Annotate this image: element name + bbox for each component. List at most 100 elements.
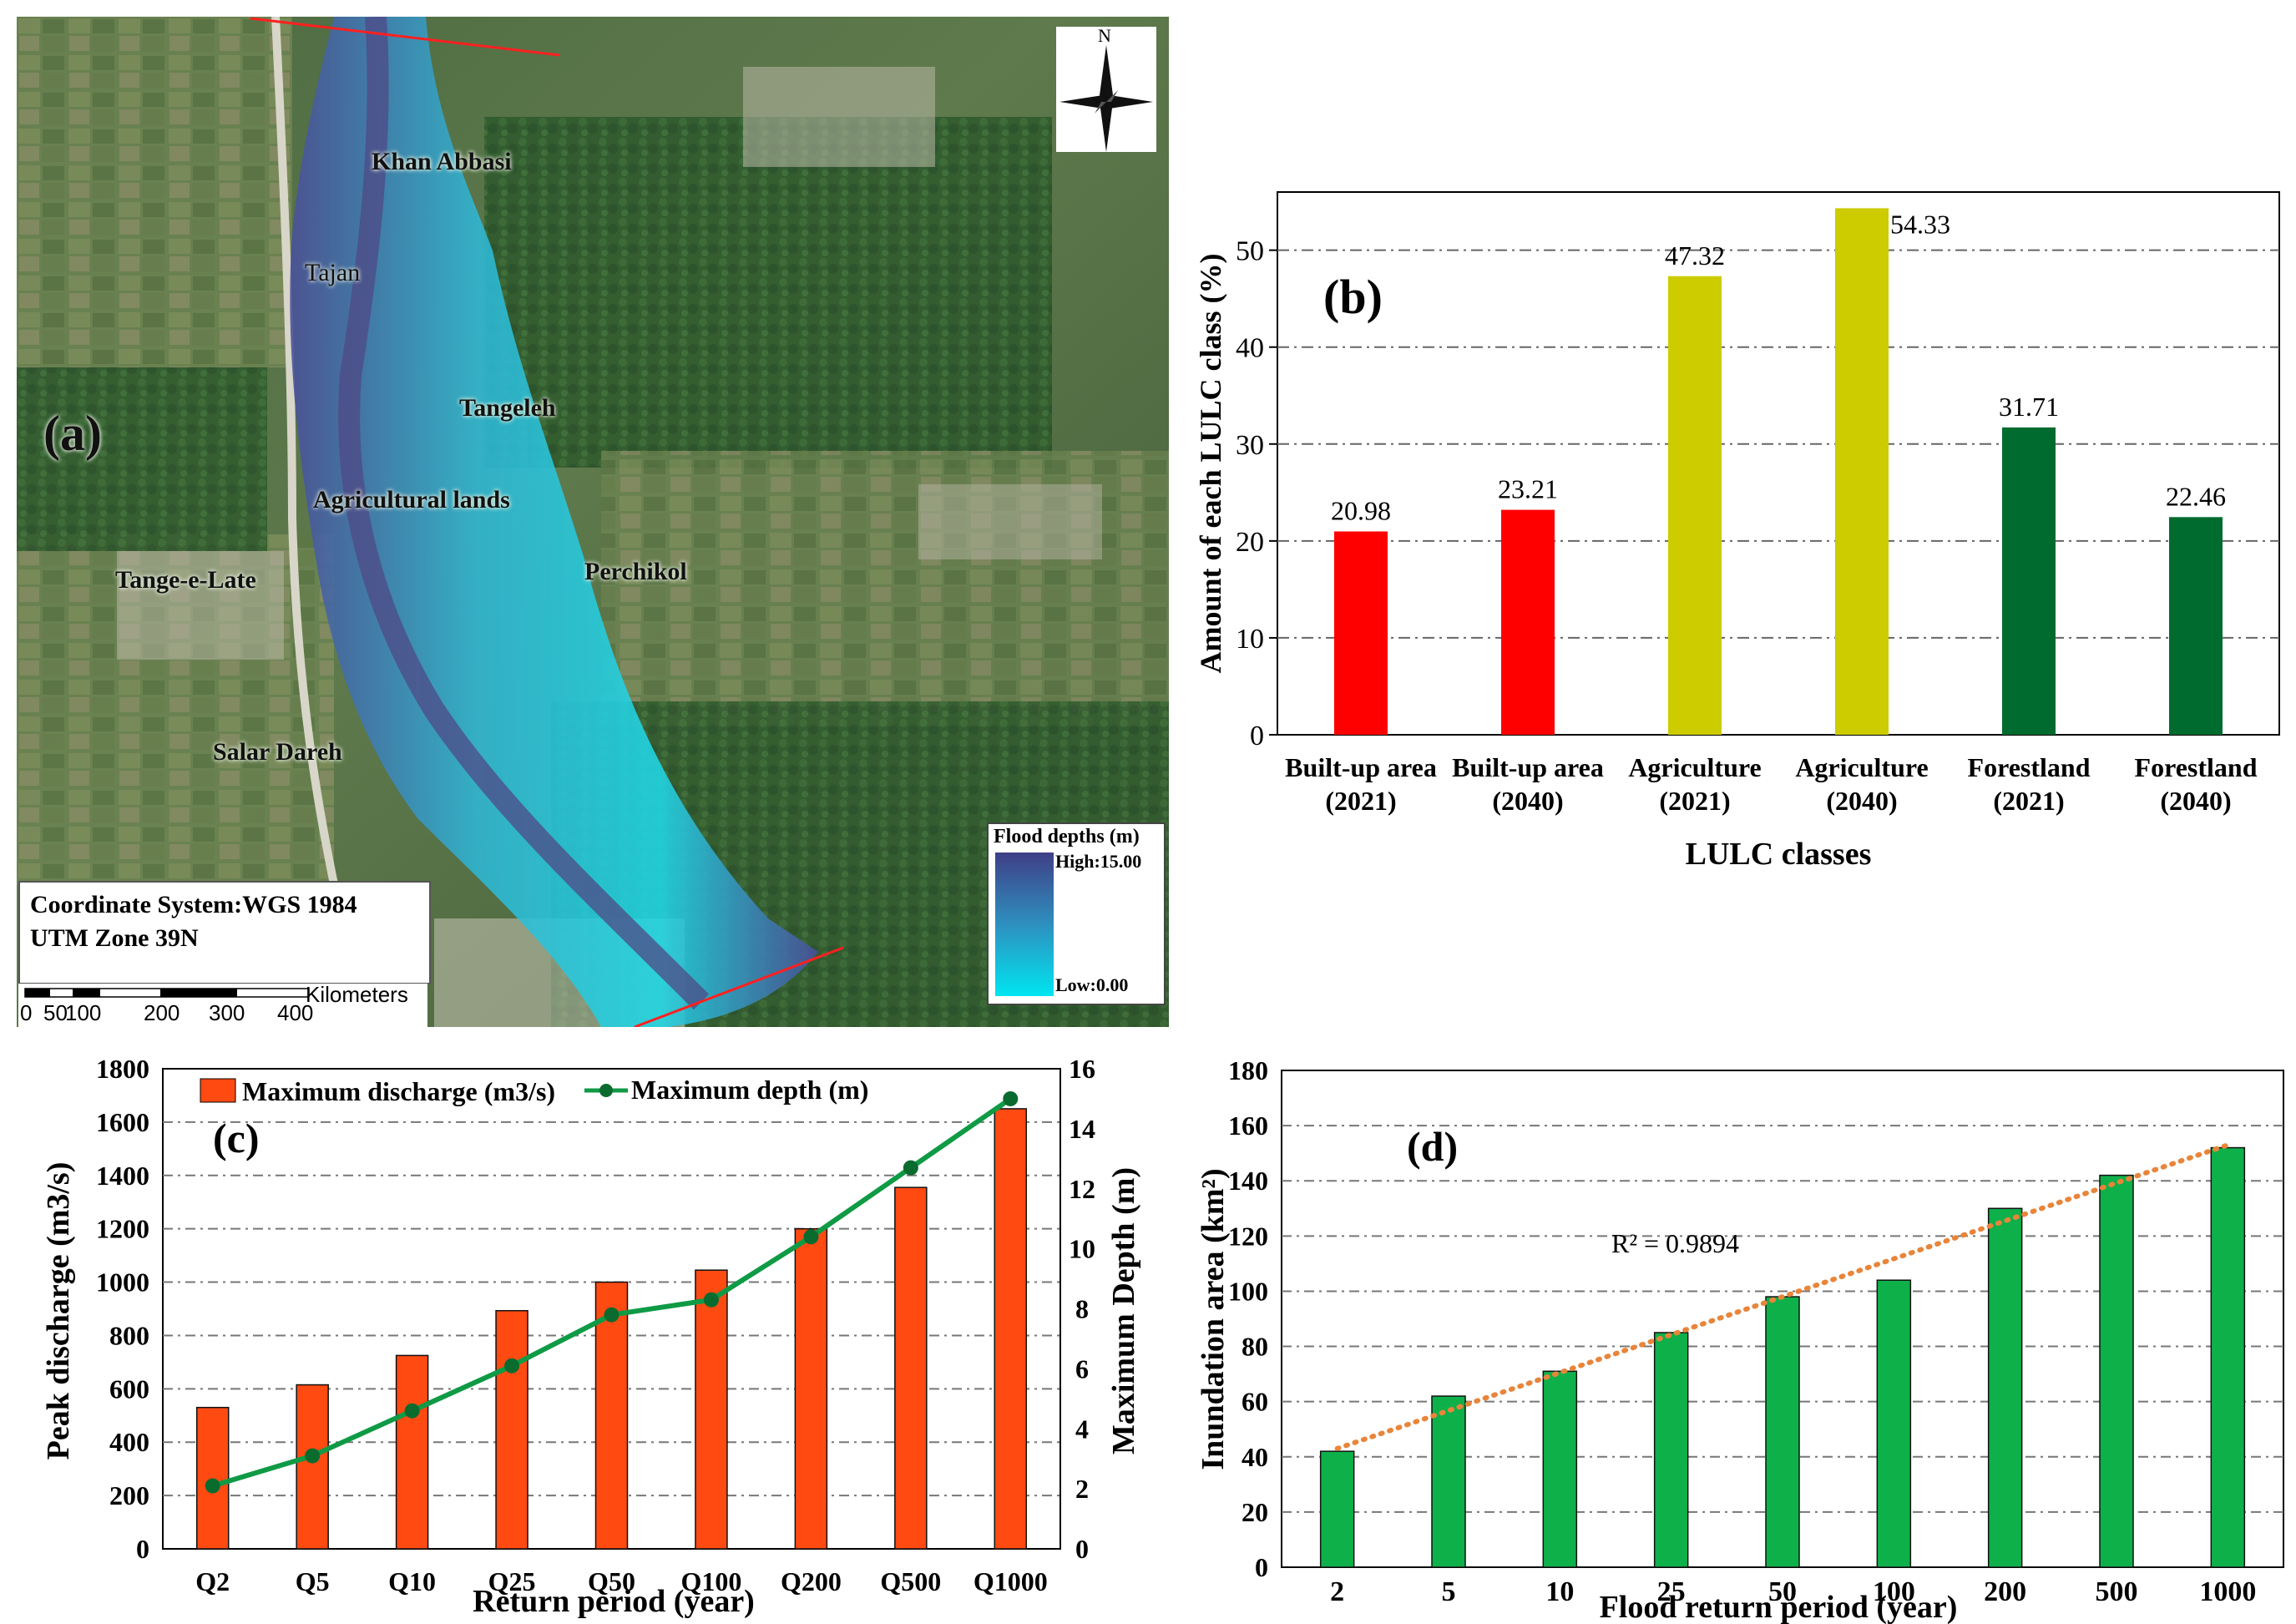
y-tick-label: 0 bbox=[1250, 721, 1264, 751]
chart-c: 0 200 400 600 800 1000 1200 1400 1600 1800 0 2 4 6 8 10… bbox=[41, 1054, 1141, 1619]
y-tick-label-left: 1800 bbox=[96, 1054, 149, 1084]
y-tick-label-left: 400 bbox=[109, 1427, 149, 1457]
chart-d-xlabel: Flood return period (year) bbox=[1600, 1590, 1958, 1624]
chart-b: 20.98 23.21 47.32 54.33 31.71 22.46 0 10 20 30 40… bbox=[1194, 191, 2280, 872]
chart-d-panel-label: (d) bbox=[1407, 1123, 1458, 1170]
y-tick-label: 140 bbox=[1228, 1166, 1268, 1196]
data-label: 23.21 bbox=[1498, 474, 1558, 504]
y-tick-label: 60 bbox=[1242, 1387, 1268, 1417]
x-tick-label: 100 bbox=[1873, 1576, 1915, 1607]
bar bbox=[1501, 509, 1555, 735]
y-tick-label-left: 200 bbox=[109, 1480, 149, 1510]
data-label: 20.98 bbox=[1331, 495, 1391, 525]
y-tick-label: 40 bbox=[1242, 1442, 1268, 1472]
scale-unit: Kilometers bbox=[306, 982, 408, 1007]
x-tick-label: (2040) bbox=[1492, 786, 1563, 816]
north-label: N bbox=[1098, 25, 1111, 46]
data-label: 54.33 bbox=[1890, 209, 1950, 239]
y-tick-label-left: 1600 bbox=[96, 1107, 149, 1137]
x-tick-label: Q2 bbox=[195, 1566, 230, 1596]
legend-title: Flood depths (m) bbox=[994, 826, 1140, 847]
discharge-bar bbox=[994, 1108, 1028, 1550]
y-tick-label: 20 bbox=[1236, 527, 1264, 558]
bar bbox=[1334, 531, 1388, 735]
x-tick-label: (2021) bbox=[1993, 786, 2064, 816]
y-tick-label: 0 bbox=[1255, 1552, 1268, 1582]
inundation-bar bbox=[2099, 1174, 2134, 1568]
field-patch bbox=[17, 17, 292, 367]
x-tick-label: Agriculture bbox=[1795, 752, 1928, 782]
x-tick-label: Forestland bbox=[1968, 752, 2091, 782]
utm-zone-text: UTM Zone 39N bbox=[30, 924, 199, 952]
x-tick-label: Q10 bbox=[388, 1566, 436, 1596]
main-road bbox=[271, 17, 372, 1027]
x-tick-label: 200 bbox=[1984, 1576, 2026, 1607]
discharge-bar bbox=[695, 1269, 728, 1550]
forest-patch bbox=[484, 117, 1052, 468]
x-tick-label: (2040) bbox=[1826, 786, 1897, 816]
map-panel: (a) Khan Abbasi Tajan Tangeleh Agricultu… bbox=[17, 17, 1169, 1027]
coordinate-system-text: Coordinate System:WGS 1984 bbox=[30, 891, 357, 918]
depth-point bbox=[703, 1292, 719, 1308]
chart-c-ylabel-left: Peak discharge (m3/s) bbox=[41, 1162, 76, 1460]
bar bbox=[2169, 517, 2223, 735]
inundation-bar bbox=[2210, 1146, 2246, 1568]
depth-point bbox=[903, 1160, 918, 1176]
y-tick-label: 50 bbox=[1236, 236, 1264, 267]
chart-d-ylabel: Inundation area (km²) bbox=[1196, 1168, 1231, 1470]
x-tick-label: 2 bbox=[1330, 1576, 1344, 1607]
bar bbox=[1668, 276, 1722, 735]
chart-c-panel-label: (c) bbox=[213, 1115, 260, 1161]
legend-depth: Maximum depth (m) bbox=[631, 1075, 868, 1105]
x-tick-label: Q500 bbox=[880, 1566, 941, 1596]
panel-a-label: (a) bbox=[43, 406, 102, 461]
scale-tick: 200 bbox=[144, 1000, 180, 1025]
inundation-bar bbox=[1876, 1279, 1912, 1568]
y-tick-label-right: 16 bbox=[1069, 1054, 1095, 1084]
north-arrow: N bbox=[1056, 25, 1156, 152]
scale-tick: 400 bbox=[277, 1000, 314, 1025]
chart-c-xlabel: Return period (year) bbox=[473, 1584, 755, 1619]
y-tick-label: 20 bbox=[1242, 1497, 1268, 1527]
x-tick-label: (2040) bbox=[2160, 786, 2231, 816]
x-tick-label: Built-up area bbox=[1452, 752, 1604, 782]
discharge-bar bbox=[495, 1309, 528, 1550]
r2-annotation: R² = 0.9894 bbox=[1611, 1228, 1739, 1258]
place-label-khan-abbasi: Khan Abbasi bbox=[372, 148, 512, 175]
y-tick-label-right: 2 bbox=[1075, 1474, 1089, 1504]
y-tick-label: 180 bbox=[1228, 1055, 1268, 1085]
y-tick-label-right: 14 bbox=[1069, 1114, 1095, 1144]
depth-point bbox=[803, 1229, 819, 1245]
depth-point bbox=[404, 1403, 420, 1419]
y-tick-label-right: 6 bbox=[1075, 1353, 1089, 1384]
x-tick-label: Agriculture bbox=[1628, 752, 1761, 782]
x-tick-label: 25 bbox=[1657, 1576, 1686, 1607]
scale-tick: 50 bbox=[43, 1000, 68, 1025]
data-label: 22.46 bbox=[2166, 481, 2226, 511]
flood-extent bbox=[290, 17, 818, 1027]
legend-high: High:15.00 bbox=[1055, 851, 1142, 872]
boundary-line-top bbox=[250, 17, 560, 57]
place-label-perchikol: Perchikol bbox=[584, 558, 687, 585]
discharge-bar bbox=[195, 1406, 230, 1550]
trendline bbox=[1334, 1142, 2231, 1451]
x-tick-label: (2021) bbox=[1659, 786, 1730, 816]
place-label-salar-dareh: Salar Dareh bbox=[213, 738, 342, 766]
inundation-bar bbox=[1542, 1370, 1578, 1568]
depth-point bbox=[205, 1478, 220, 1494]
depth-point bbox=[604, 1307, 620, 1323]
x-tick-label: (2021) bbox=[1325, 786, 1396, 816]
chart-b-xlabel: LULC classes bbox=[1686, 837, 1872, 872]
legend-discharge: Maximum discharge (m3/s) bbox=[242, 1076, 555, 1106]
data-label: 47.32 bbox=[1665, 240, 1725, 271]
discharge-bar bbox=[395, 1354, 429, 1550]
legend-line-marker bbox=[599, 1084, 613, 1097]
y-tick-label: 30 bbox=[1236, 430, 1264, 461]
scale-tick: 0 bbox=[20, 1000, 33, 1025]
discharge-bar bbox=[594, 1281, 629, 1550]
settlement bbox=[743, 67, 935, 167]
settlement bbox=[117, 551, 284, 660]
y-tick-label-right: 8 bbox=[1075, 1294, 1089, 1324]
y-tick-label-left: 1400 bbox=[96, 1161, 149, 1191]
scale-bar: Kilometers 0 50 100 200 300 400 bbox=[18, 982, 427, 1027]
